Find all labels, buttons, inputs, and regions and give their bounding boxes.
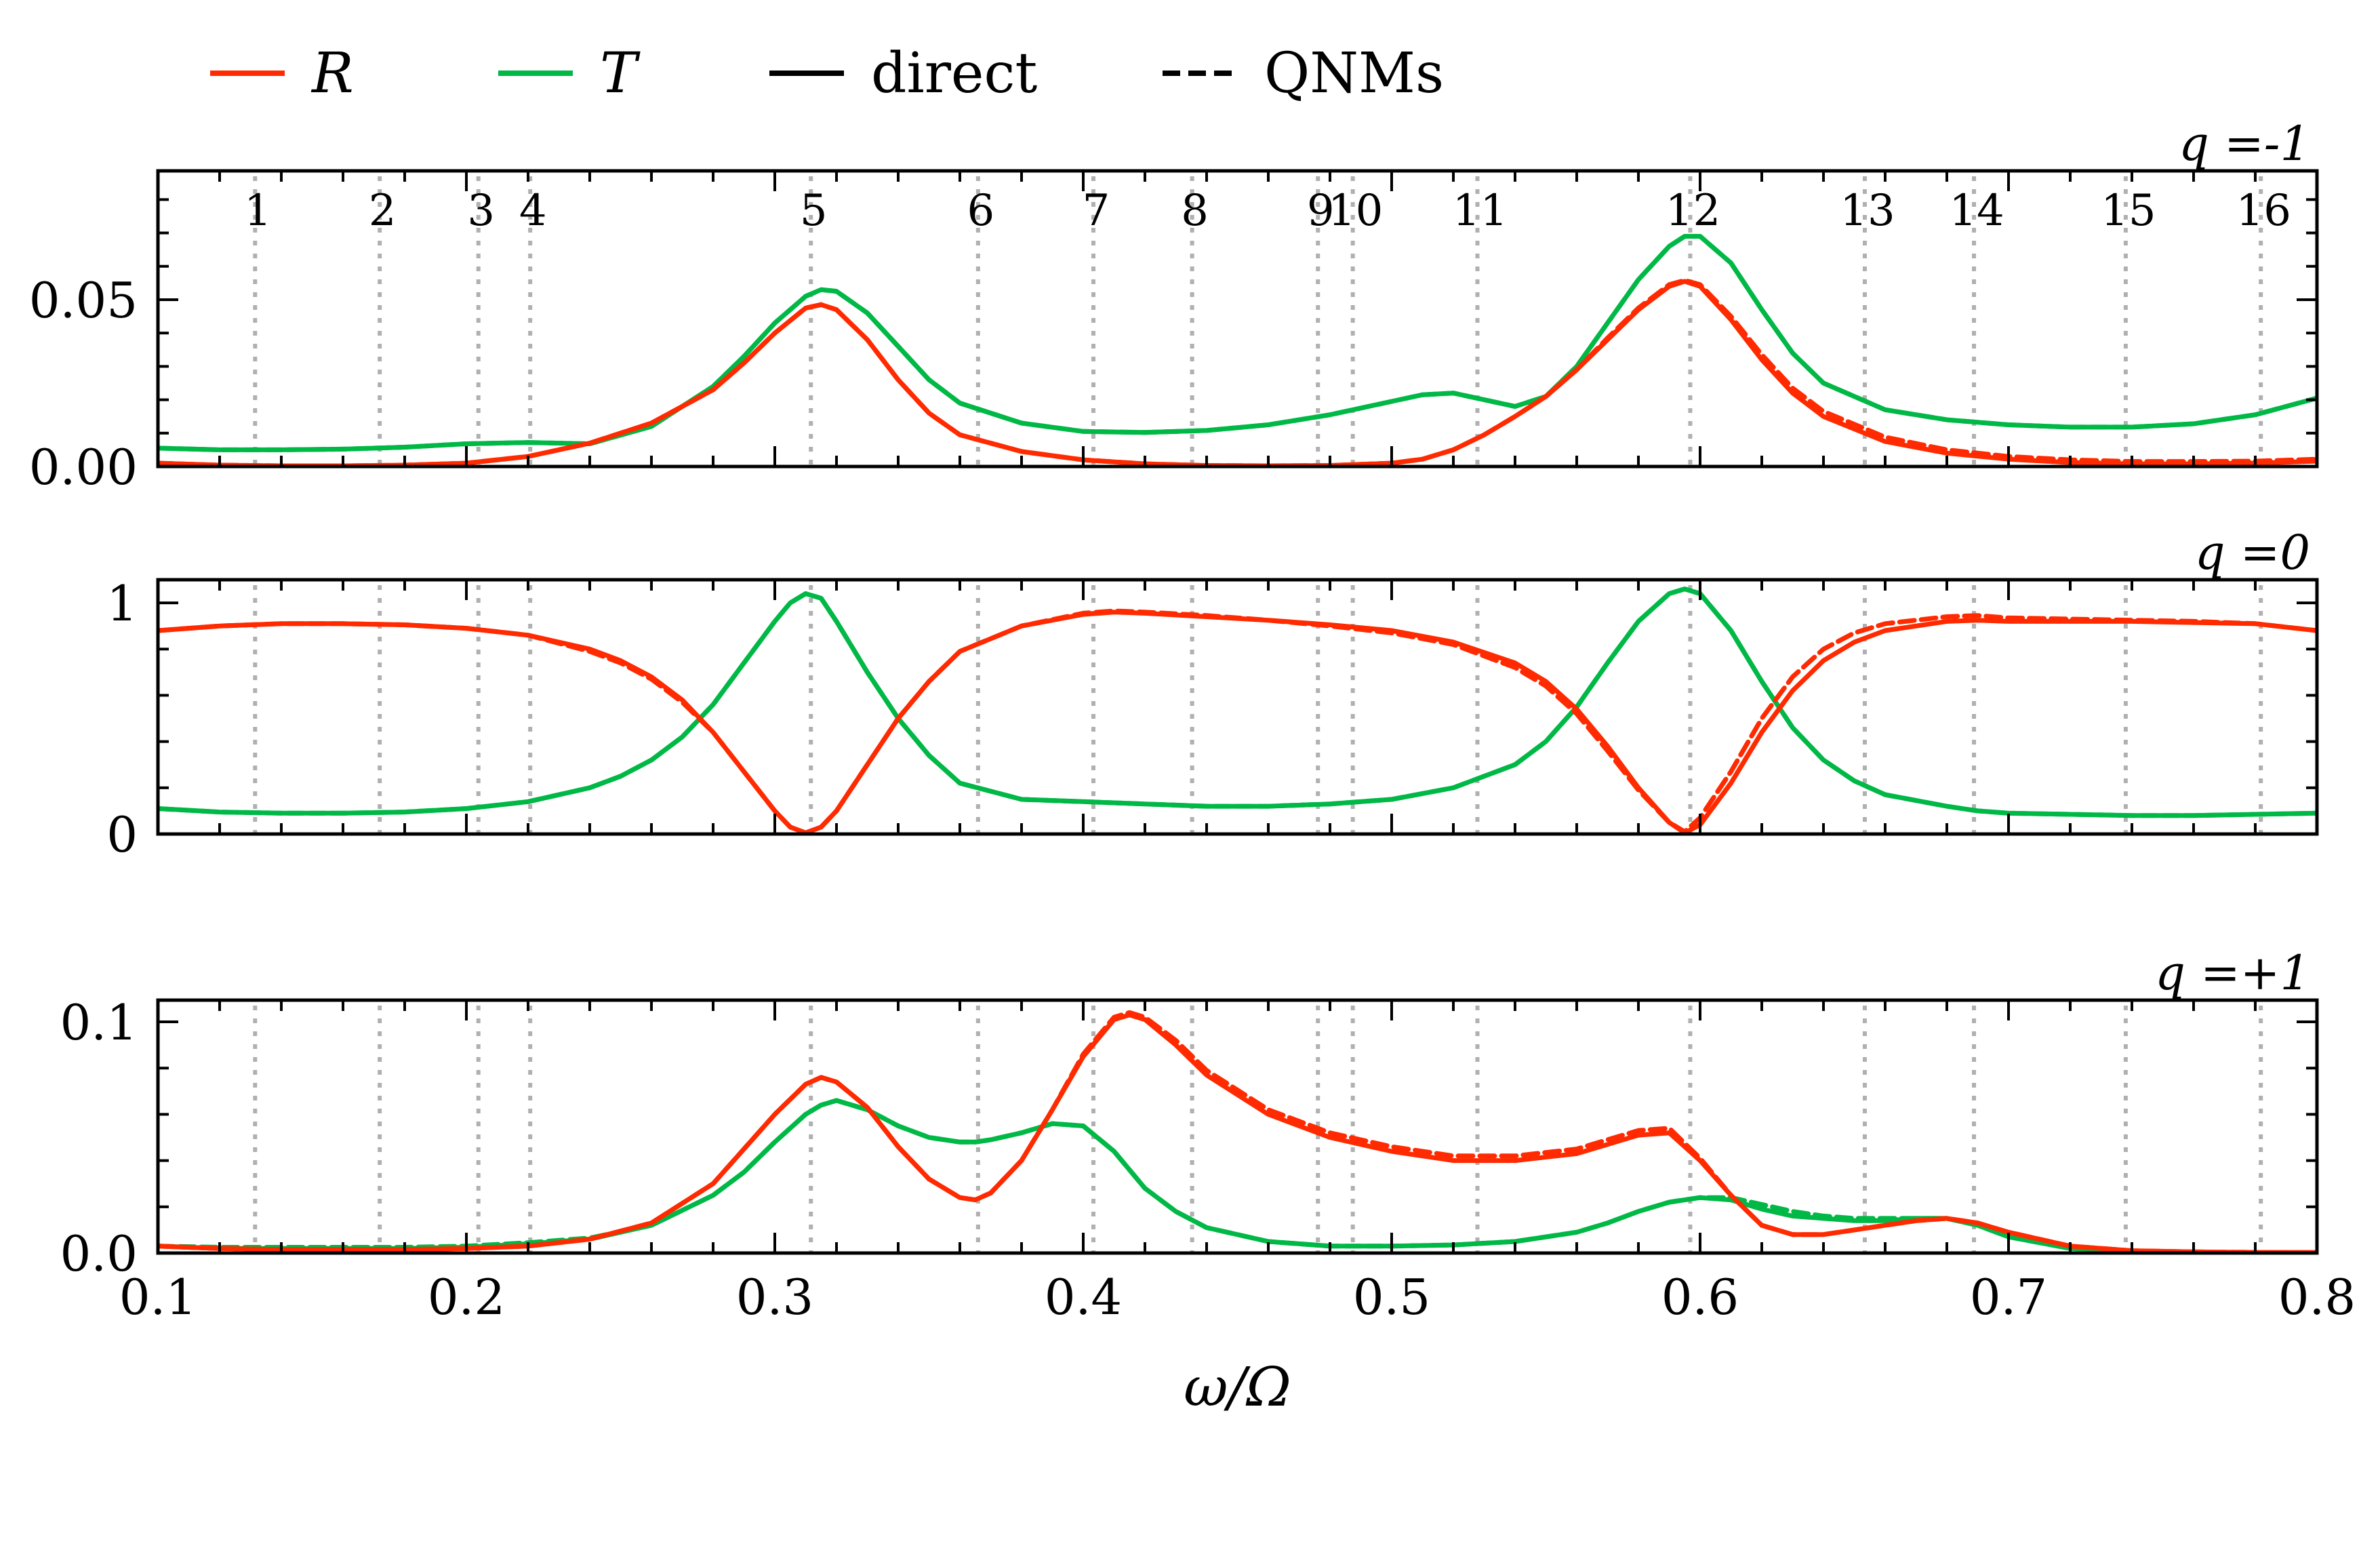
mode-number-11: 11	[1453, 186, 1508, 236]
x-tick-label: 0.5	[1353, 1269, 1431, 1326]
legend-label-t: T	[600, 41, 641, 106]
x-tick-label: 0.3	[736, 1269, 814, 1326]
panel-label: q =-1	[2179, 116, 2310, 172]
x-axis-label: ω/Ω	[1184, 1355, 1291, 1418]
panel-label: q =0	[2195, 525, 2310, 580]
mode-number-2: 2	[369, 186, 397, 236]
x-tick-label: 0.8	[2278, 1269, 2356, 1326]
mode-number-7: 7	[1083, 186, 1110, 236]
y-tick-label: 0.05	[29, 272, 138, 329]
series-r-qnms	[158, 1010, 2317, 1253]
panel-frame	[156, 169, 2319, 469]
y-tick-label: 0	[106, 806, 138, 863]
legend-label-r: R	[310, 41, 354, 106]
y-tick-label: 0.00	[29, 439, 138, 496]
legend-entry-t: T	[498, 41, 641, 106]
panels: 1 2 3 4 5 6 7 8 910 11 12 13 14 15 160.000.05q =-101q …	[29, 116, 2319, 1282]
series-group	[158, 1010, 2317, 1253]
series-r-qnms	[158, 608, 2317, 834]
mode-number-15: 15	[2101, 186, 2156, 236]
series-r-direct	[158, 279, 2317, 467]
series-r-qnms	[158, 277, 2317, 467]
series-t-qnms	[158, 234, 2317, 452]
mode-number-12: 12	[1666, 186, 1720, 236]
series-group	[158, 234, 2317, 467]
series-t-qnms	[158, 1098, 2317, 1253]
x-tick-label: 0.6	[1661, 1269, 1739, 1326]
legend-label-qnms: QNMs	[1264, 41, 1444, 106]
y-tick-label: 0.0	[60, 1225, 138, 1282]
series-r-direct	[158, 610, 2317, 834]
x-tick-label: 0.1	[119, 1269, 197, 1326]
mode-number-10: 10	[1328, 186, 1383, 236]
legend-entry-r: R	[210, 41, 354, 106]
x-axis: 0.1 0.2 0.3 0.4 0.5 0.6 0.7 0.8 ω/Ω	[119, 1269, 2356, 1418]
panel-frame	[156, 998, 2319, 1255]
mode-number-14: 14	[1949, 186, 2004, 236]
y-tick-label: 0.1	[60, 994, 138, 1051]
mode-number-13: 13	[1840, 186, 1895, 236]
series-r-direct	[158, 1012, 2317, 1253]
mode-number-9: 9	[1307, 186, 1335, 236]
series-t-direct	[158, 234, 2317, 452]
panel-frame	[156, 578, 2319, 836]
mode-number-1: 1	[244, 186, 272, 236]
legend-label-direct: direct	[871, 41, 1037, 106]
y-tick-label: 1	[106, 575, 138, 632]
legend-entry-qnms: QNMs	[1163, 41, 1444, 106]
mode-number-4: 4	[519, 186, 547, 236]
panel-2: 0 1 q =0	[106, 525, 2319, 863]
panel-1: 1 2 3 4 5 6 7 8 910 11 12 13 14 15 160.000.05q =-1	[29, 116, 2319, 496]
panel-3: 0.0 0.1 q =+1	[60, 945, 2319, 1282]
series-t-qnms	[158, 587, 2317, 818]
mode-number-3: 3	[467, 186, 495, 236]
mode-number-5: 5	[800, 186, 828, 236]
x-tick-label: 0.2	[428, 1269, 506, 1326]
mode-number-6: 6	[967, 186, 994, 236]
x-tick-label: 0.4	[1045, 1269, 1123, 1326]
legend-entry-direct: direct	[769, 41, 1037, 106]
panel-label: q =+1	[2155, 945, 2310, 1001]
x-tick-label: 0.7	[1970, 1269, 2048, 1326]
mode-number-16: 16	[2236, 186, 2291, 236]
series-group	[158, 587, 2317, 834]
mode-number-8: 8	[1181, 186, 1209, 236]
